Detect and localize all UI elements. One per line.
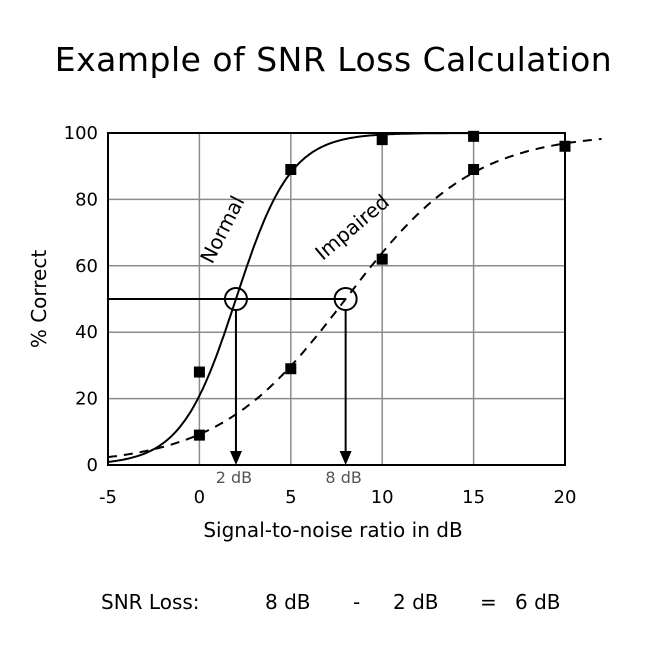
impaired-data-point <box>559 140 571 152</box>
normal-curve <box>107 132 565 463</box>
y-tick-label: 40 <box>75 322 98 343</box>
snr-loss-label: SNR Loss: <box>101 590 200 614</box>
x-tick-label: 0 <box>194 487 205 508</box>
snr-loss-result: 6 dB <box>515 590 561 614</box>
equals-sign: = <box>480 590 497 614</box>
y-tick-label: 80 <box>75 189 98 210</box>
threshold-label: 2 dB <box>216 468 252 487</box>
y-tick-label: 0 <box>87 455 98 476</box>
chart-title: Example of SNR Loss Calculation <box>54 40 613 79</box>
y-tick-label: 60 <box>75 256 98 277</box>
threshold-annotations: 2 dB 8 dB <box>108 287 362 487</box>
impaired-data-point <box>285 363 297 375</box>
normal-data-point <box>193 366 205 378</box>
data-points <box>193 130 571 441</box>
impaired-data-point <box>376 253 388 265</box>
normal-data-point <box>285 164 297 176</box>
x-tick-label: 5 <box>285 487 296 508</box>
x-tick-label: 10 <box>371 487 394 508</box>
arrow-down-icon <box>229 451 242 465</box>
impaired-curve <box>107 138 602 459</box>
x-axis-label: Signal-to-noise ratio in dB <box>203 518 462 542</box>
y-tick-label: 100 <box>64 123 98 144</box>
normal-threshold-value: 2 dB <box>393 590 439 614</box>
threshold-label: 8 dB <box>325 468 361 487</box>
x-tick-label: -5 <box>99 487 117 508</box>
snr-loss-equation: SNR Loss: 8 dB - 2 dB = 6 dB <box>0 590 667 620</box>
snr-loss-chart: Normal Impaired 2 dB 8 dB -5 0 5 10 15 20020406… <box>27 123 602 542</box>
normal-data-point <box>376 134 388 146</box>
x-tick-label: 20 <box>554 487 577 508</box>
y-tick-label: 20 <box>75 389 98 410</box>
impaired-data-point <box>193 429 205 441</box>
impaired-data-point <box>468 164 480 176</box>
x-tick-label: 15 <box>462 487 485 508</box>
y-axis-label: % Correct <box>27 250 51 349</box>
impaired-threshold-value: 8 dB <box>265 590 311 614</box>
normal-data-point <box>468 130 480 142</box>
minus-sign: - <box>353 590 361 614</box>
curves: Normal Impaired <box>107 132 602 463</box>
arrow-down-icon <box>339 451 352 465</box>
normal-series-label: Normal <box>195 192 249 267</box>
